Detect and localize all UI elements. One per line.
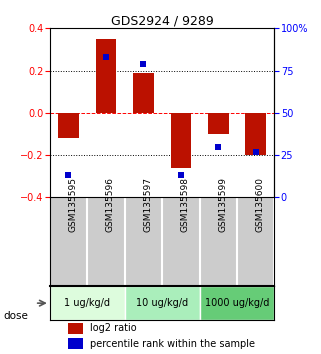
Text: 1000 ug/kg/d: 1000 ug/kg/d xyxy=(205,298,269,308)
Text: GSM135600: GSM135600 xyxy=(256,177,265,232)
Bar xyxy=(68,338,83,349)
Text: log2 ratio: log2 ratio xyxy=(90,324,137,333)
Text: 1 ug/kg/d: 1 ug/kg/d xyxy=(64,298,110,308)
Text: GSM135595: GSM135595 xyxy=(68,177,77,232)
Bar xyxy=(170,113,191,168)
Text: GSM135596: GSM135596 xyxy=(106,177,115,232)
Bar xyxy=(96,39,116,113)
Bar xyxy=(68,323,83,334)
Bar xyxy=(208,113,229,134)
Bar xyxy=(58,113,79,138)
Text: GSM135598: GSM135598 xyxy=(181,177,190,232)
Bar xyxy=(246,113,266,155)
Bar xyxy=(200,286,274,320)
Text: GSM135597: GSM135597 xyxy=(143,177,152,232)
Bar xyxy=(125,286,200,320)
Text: GSM135599: GSM135599 xyxy=(218,177,227,232)
Title: GDS2924 / 9289: GDS2924 / 9289 xyxy=(111,14,213,27)
Bar xyxy=(50,286,125,320)
Text: 10 ug/kg/d: 10 ug/kg/d xyxy=(136,298,188,308)
Text: percentile rank within the sample: percentile rank within the sample xyxy=(90,338,255,349)
Text: dose: dose xyxy=(3,311,28,321)
Bar xyxy=(133,73,154,113)
